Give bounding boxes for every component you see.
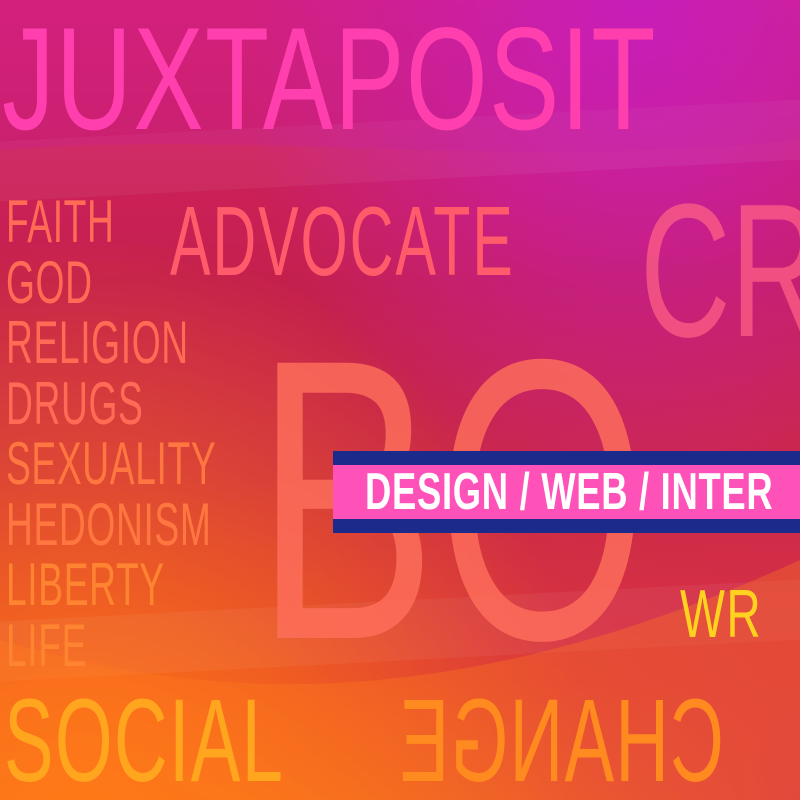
- headline-juxtaposit: JUXTAPOSIT: [2, 6, 657, 152]
- topic-item: GOD: [6, 253, 216, 314]
- topic-item: DRUGS: [6, 374, 216, 435]
- topic-item: RELIGION: [6, 313, 216, 374]
- topic-item: FAITH: [6, 192, 216, 253]
- word-social: SOCIAL: [4, 682, 284, 800]
- word-cr: CR: [640, 176, 800, 366]
- banner-text: DESIGN / WEB / INTER: [365, 465, 773, 519]
- word-change-mirrored: CHANGE: [398, 682, 724, 800]
- topic-list: FAITH GOD RELIGION DRUGS SEXUALITY HEDON…: [6, 192, 345, 676]
- design-banner: DESIGN / WEB / INTER: [333, 451, 800, 533]
- topic-item: HEDONISM: [6, 495, 216, 556]
- word-wr: WR: [680, 580, 762, 648]
- topic-item: LIBERTY: [6, 555, 216, 616]
- topic-item: SEXUALITY: [6, 434, 216, 495]
- topic-item: LIFE: [6, 616, 216, 677]
